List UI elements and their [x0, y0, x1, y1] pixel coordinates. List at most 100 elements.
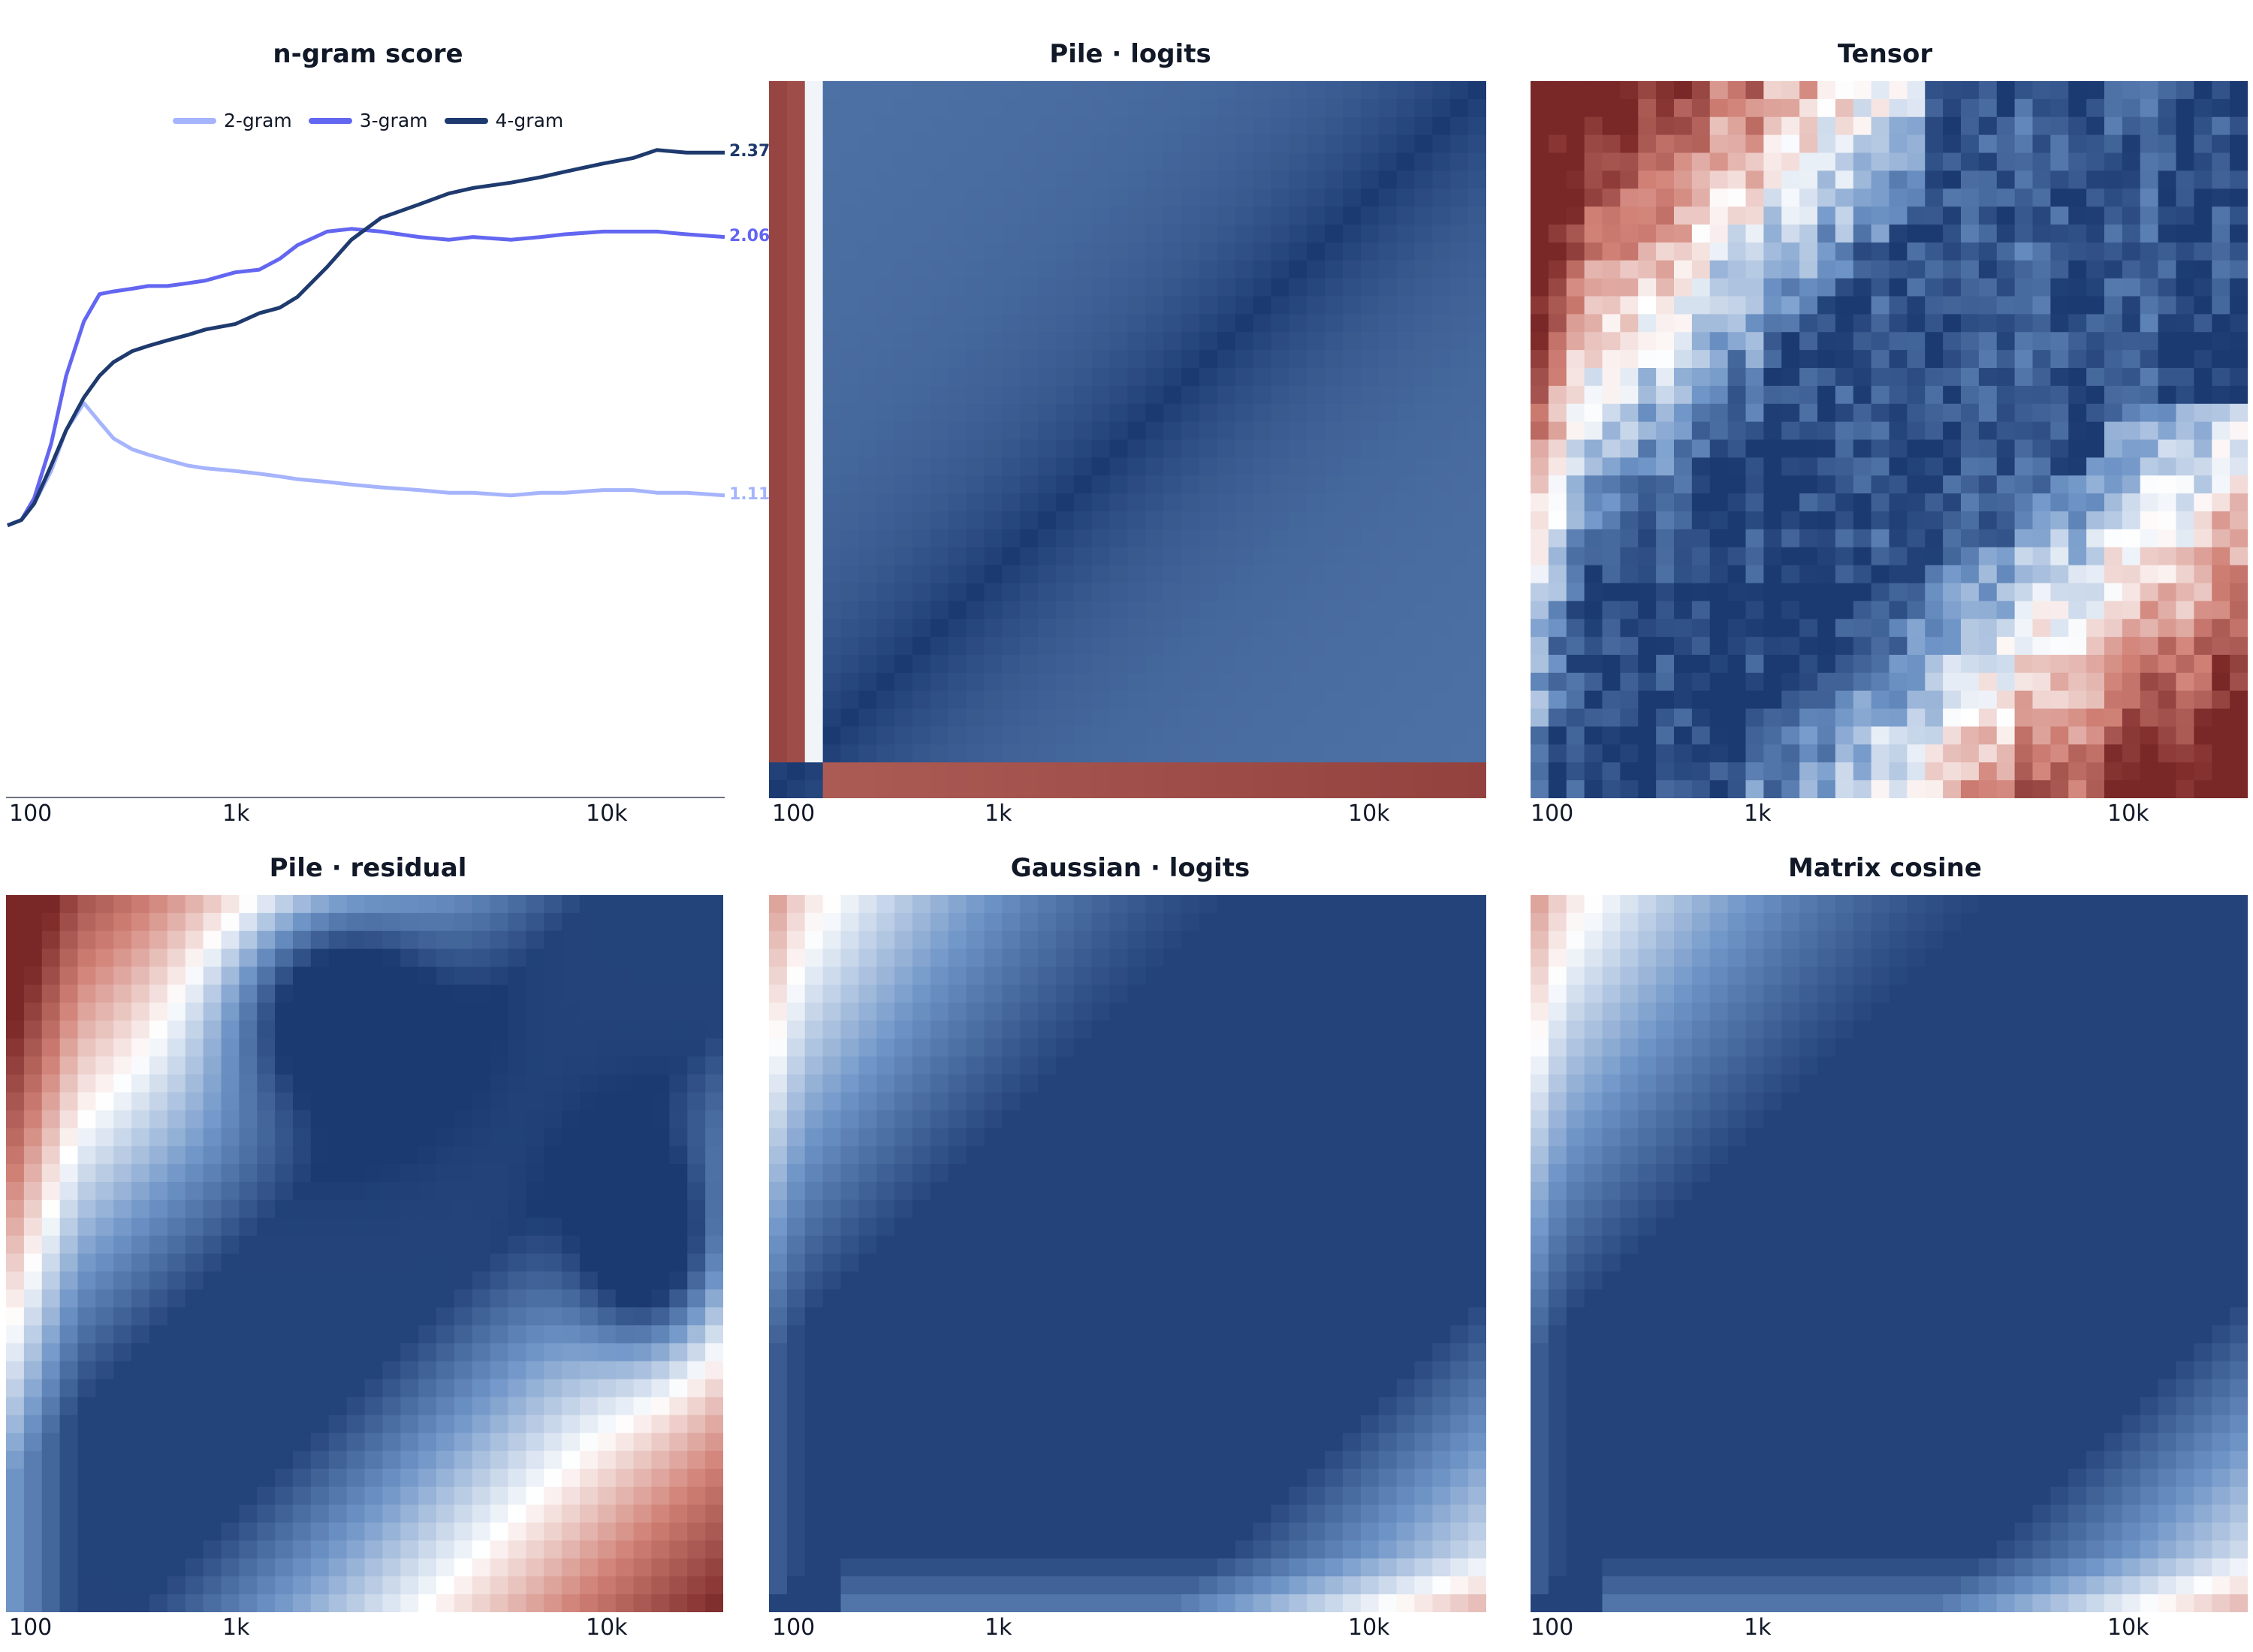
heatmap-cell: [687, 1433, 706, 1452]
heatmap-cell: [1925, 385, 1944, 405]
heatmap-cell: [705, 1020, 723, 1039]
heatmap-cell: [1091, 296, 1111, 315]
heatmap-cell: [544, 1253, 562, 1272]
heatmap-cell: [185, 1092, 204, 1111]
heatmap-cell: [1961, 98, 1980, 118]
heatmap-cell: [77, 1594, 96, 1612]
heatmap-cell: [2194, 529, 2212, 548]
heatmap-cell: [1763, 98, 1782, 118]
heatmap-cell: [597, 984, 617, 1003]
heatmap-cell: [1691, 260, 1711, 279]
heatmap-cell: [2176, 762, 2194, 781]
heatmap-cell: [2158, 314, 2176, 333]
heatmap-cell: [1853, 726, 1872, 745]
heatmap-cell: [6, 1253, 25, 1272]
heatmap-cell: [858, 242, 877, 261]
heatmap-cell: [984, 637, 1003, 656]
heatmap-cell: [310, 1379, 330, 1397]
heatmap-cell: [562, 1558, 581, 1577]
heatmap-cell: [1531, 672, 1549, 692]
heatmap-cell: [2212, 493, 2230, 512]
heatmap-cell: [1781, 744, 1800, 763]
heatmap-cell: [203, 1110, 222, 1129]
heatmap-cell: [167, 1343, 186, 1362]
heatmap-cell: [544, 1594, 562, 1612]
heatmap-cell: [6, 1451, 25, 1470]
heatmap-cell: [526, 1092, 544, 1111]
heatmap-cell: [1531, 314, 1549, 333]
heatmap-cell: [1620, 260, 1639, 279]
heatmap-cell: [1907, 206, 1926, 225]
heatmap-cell: [615, 1289, 635, 1308]
heatmap-cell: [948, 278, 967, 297]
heatmap-cell: [1414, 134, 1433, 153]
heatmap-cell: [822, 690, 841, 710]
heatmap-cell: [633, 1397, 652, 1415]
heatmap-cell: [2050, 475, 2069, 494]
heatmap-cell: [1996, 332, 2016, 351]
heatmap-cell: [2158, 601, 2176, 620]
heatmap-cell: [1378, 457, 1398, 476]
heatmap-cell: [1360, 565, 1380, 583]
heatmap-cell: [293, 1558, 312, 1577]
heatmap-cell: [876, 529, 895, 548]
heatmap-cell: [364, 1558, 383, 1577]
heatmap-cell: [526, 1522, 544, 1541]
heatmap-cell: [1450, 690, 1469, 710]
heatmap-cell: [1907, 98, 1926, 118]
heatmap-cell: [239, 1558, 258, 1577]
heatmap-cell: [948, 637, 967, 656]
heatmap-cell: [364, 1397, 383, 1415]
heatmap-cell: [2122, 601, 2141, 620]
heatmap-cell: [1817, 116, 1836, 136]
heatmap-cell: [1468, 368, 1486, 387]
heatmap-cell: [526, 1235, 544, 1254]
heatmap-cell: [2122, 583, 2141, 601]
heatmap-cell: [1414, 457, 1433, 476]
heatmap-cell: [1414, 547, 1433, 566]
heatmap-cell: [1432, 930, 1451, 950]
heatmap-cell: [1235, 475, 1254, 494]
heatmap-cell: [95, 1343, 114, 1362]
heatmap-cell: [149, 1379, 168, 1397]
heatmap-cell: [1961, 583, 1980, 601]
heatmap-cell: [1414, 350, 1433, 369]
heatmap-cell: [2068, 475, 2087, 494]
heatmap-cell: [804, 457, 824, 476]
heatmap-cell: [1531, 260, 1549, 279]
heatmap-cell: [1907, 601, 1926, 620]
heatmap-cell: [1799, 780, 1818, 798]
heatmap-cell: [77, 1020, 96, 1039]
heatmap-cell: [1602, 260, 1621, 279]
heatmap-cell: [930, 152, 949, 171]
heatmap-cell: [77, 1217, 96, 1237]
heatmap-cell: [1253, 314, 1271, 333]
heatmap-cell: [1889, 457, 1908, 476]
heatmap-cell: [2068, 565, 2087, 583]
heatmap-cell: [1799, 152, 1818, 171]
heatmap-cell: [1853, 368, 1872, 387]
heatmap-cell: [1996, 421, 2016, 440]
heatmap-cell: [1871, 690, 1890, 710]
heatmap-cell: [1817, 296, 1836, 315]
heatmap-cell: [1638, 565, 1657, 583]
heatmap-cell: [2194, 475, 2212, 494]
heatmap-cell: [894, 134, 913, 153]
heatmap-cell: [275, 1199, 294, 1219]
heatmap-cell: [1163, 493, 1182, 512]
heatmap-cell: [948, 619, 967, 638]
heatmap-cell: [1656, 260, 1675, 279]
heatmap-cell: [1396, 619, 1415, 638]
heatmap-cell: [2104, 134, 2123, 153]
heatmap-cell: [41, 1415, 61, 1433]
heatmap-cell: [382, 1433, 401, 1452]
heatmap-cell: [1038, 242, 1057, 261]
heatmap-cell: [1145, 780, 1164, 798]
heatmap-cell: [651, 1415, 670, 1433]
heatmap-cell: [1271, 457, 1289, 476]
heatmap-cell: [23, 1469, 43, 1488]
heatmap-cell: [1073, 529, 1093, 548]
heatmap-cell: [1727, 170, 1746, 189]
heatmap-cell: [1056, 260, 1075, 279]
heatmap-cell: [804, 152, 824, 171]
